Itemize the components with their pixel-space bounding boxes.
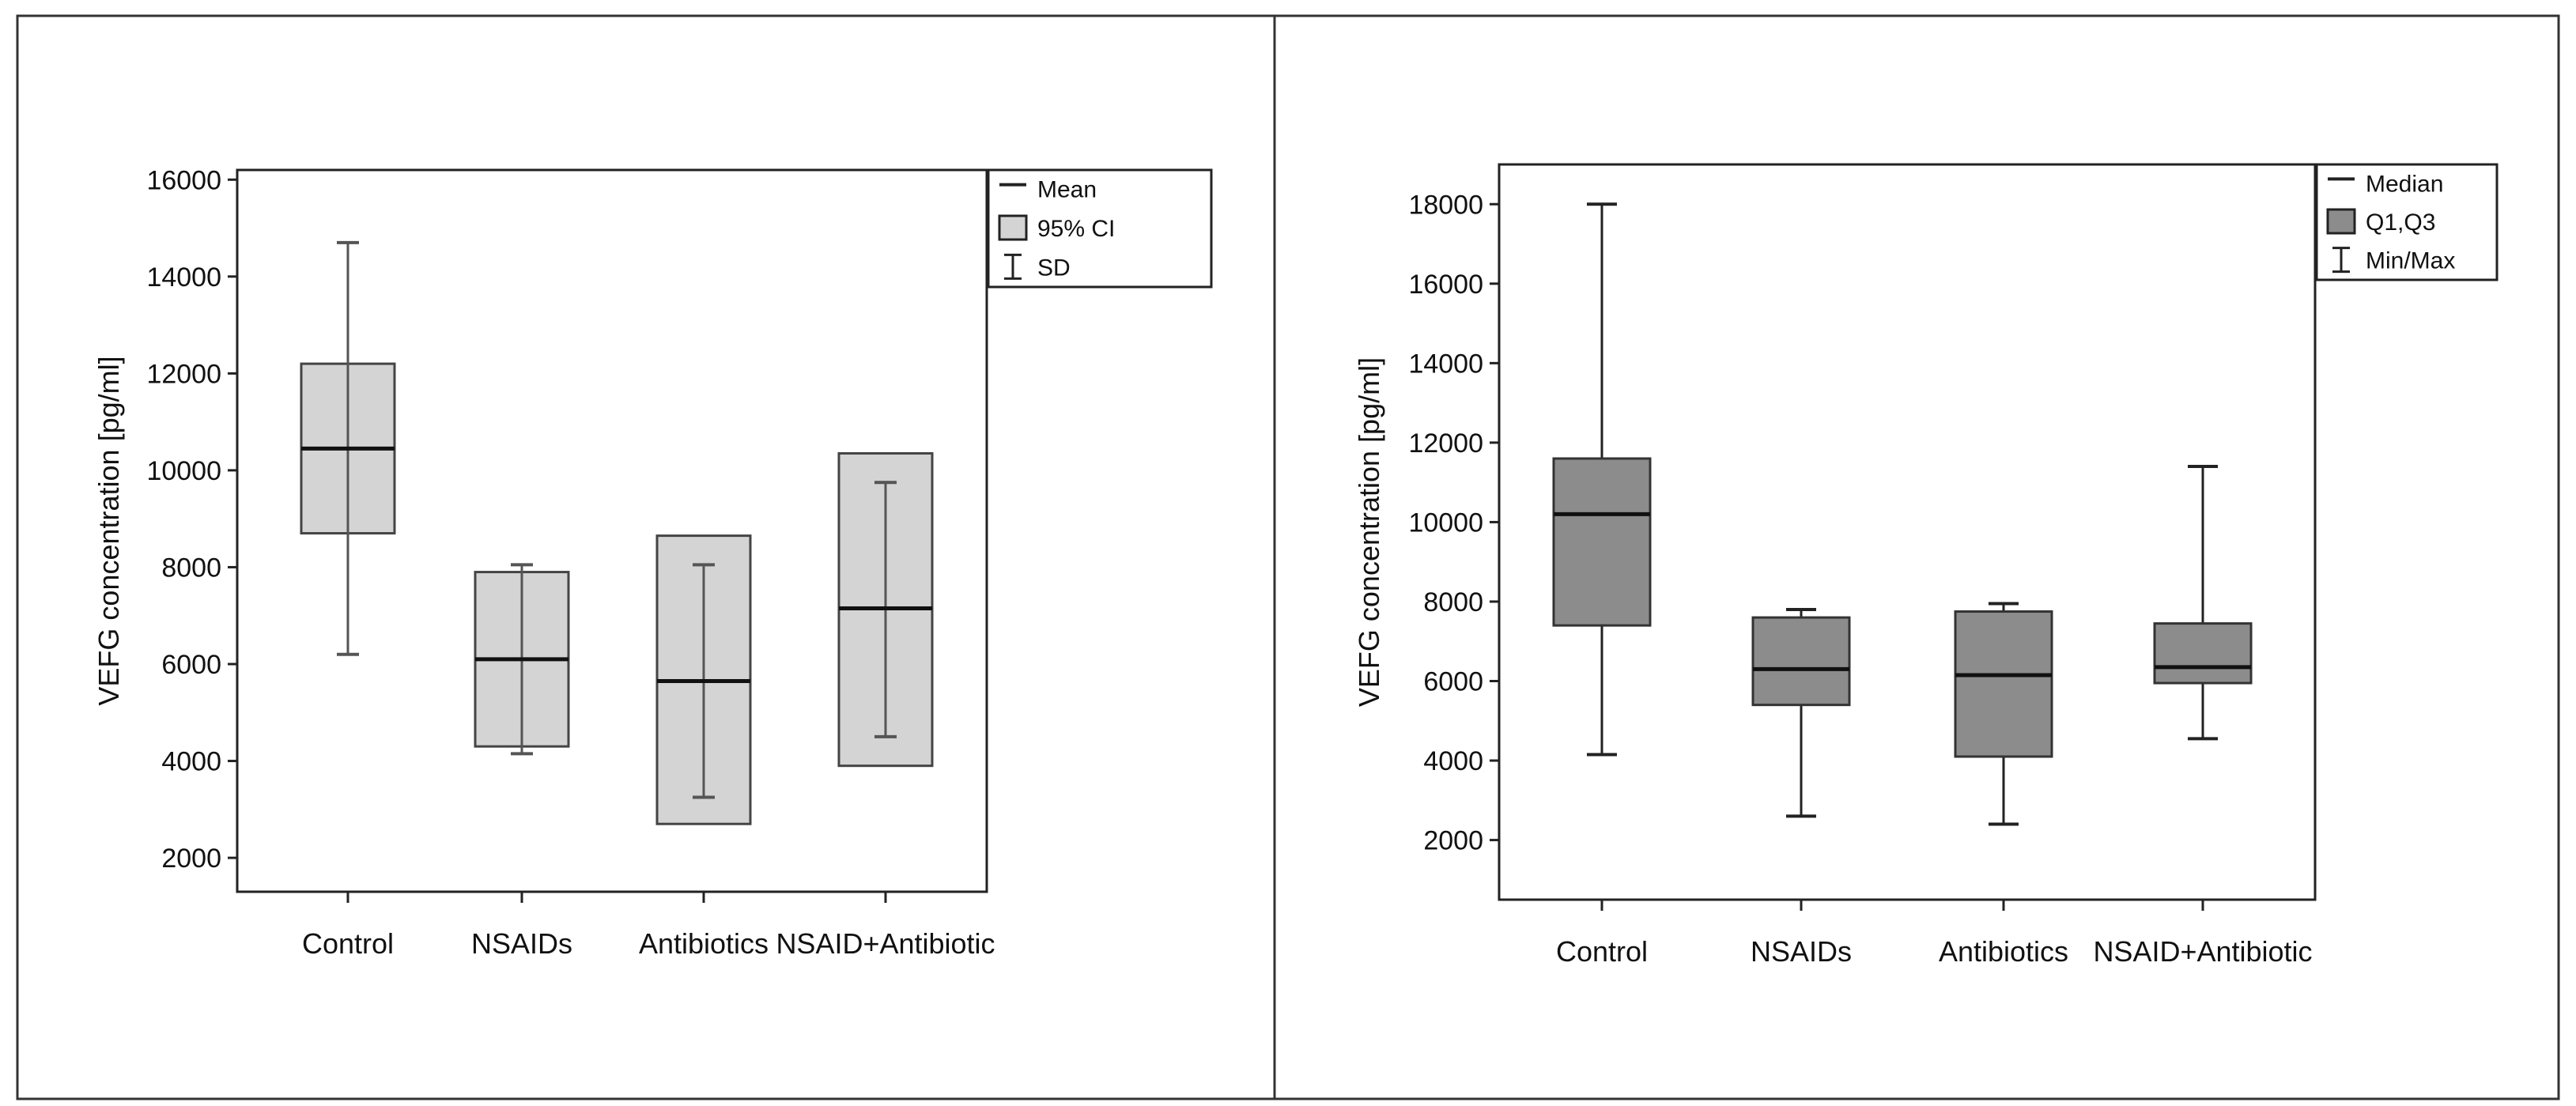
y-tick-label: 6000 (1423, 667, 1483, 697)
y-tick-label: 16000 (1408, 270, 1483, 300)
x-tick-label: NSAID+Antibiotic (2093, 935, 2312, 968)
quartile-box (1751, 616, 1851, 707)
x-tick-label: Antibiotics (639, 927, 769, 960)
legend: Median Q1,Q3 Min/Max (2315, 163, 2499, 281)
box-control (300, 240, 396, 656)
y-tick-label: 8000 (161, 553, 221, 583)
box-antibiotics (1954, 602, 2053, 826)
y-tick-label: 6000 (161, 650, 221, 680)
chart-left: 2000 4000 6000 8000 10000 12000 14000 16000 VEFG… (93, 165, 1213, 960)
y-tick-label: 10000 (1408, 508, 1483, 538)
y-tick-label: 4000 (161, 747, 221, 777)
x-tick-label: NSAIDs (471, 927, 572, 960)
box-nsaid-antibiotic (837, 451, 934, 768)
legend-label: Q1,Q3 (2366, 209, 2435, 236)
y-tick-label: 14000 (146, 262, 221, 293)
x-tick-label: Control (302, 927, 394, 960)
legend-frame (2315, 163, 2499, 281)
plot-area-frame (1498, 163, 2317, 901)
legend-label: SD (1037, 255, 1071, 281)
legend-label: 95% CI (1037, 216, 1115, 242)
y-axis-label: VEFG concentration [pg/ml] (93, 356, 125, 705)
box-antibiotics (655, 534, 752, 825)
y-tick-label: 18000 (1408, 190, 1483, 220)
x-tick-label: Control (1556, 935, 1648, 968)
legend: Mean 95% CI SD (987, 168, 1213, 289)
box-control (1552, 202, 1652, 757)
y-tick-label: 8000 (1423, 587, 1483, 617)
x-tick-label: Antibiotics (1939, 935, 2068, 968)
x-tick-label: NSAID+Antibiotic (776, 927, 995, 960)
box-nsaids (1751, 608, 1851, 818)
y-tick-label: 2000 (161, 844, 221, 874)
legend-box-swatch (998, 214, 1028, 241)
y-tick-label: 12000 (1408, 428, 1483, 459)
chart-right: 2000 4000 6000 8000 10000 12000 14000 16000 1800… (1353, 163, 2499, 968)
y-tick-label: 14000 (1408, 349, 1483, 379)
y-tick-label: 10000 (146, 456, 221, 486)
quartile-box (2153, 622, 2253, 685)
y-tick-label: 12000 (146, 359, 221, 389)
legend-label: Mean (1037, 177, 1097, 203)
legend-label: Min/Max (2366, 248, 2455, 274)
legend-box-swatch (2326, 208, 2356, 235)
legend-label: Median (2366, 171, 2443, 197)
y-tick-label: 16000 (146, 165, 221, 195)
box-nsaids (474, 563, 570, 756)
panel-frame-right (1273, 14, 2560, 1100)
y-tick-label: 4000 (1423, 746, 1483, 776)
quartile-box (1954, 610, 2053, 758)
y-axis-label: VEFG concentration [pg/ml] (1353, 357, 1385, 707)
y-tick-label: 2000 (1423, 826, 1483, 856)
x-tick-label: NSAIDs (1751, 935, 1852, 968)
quartile-box (1552, 457, 1652, 627)
box-nsaid-antibiotic (2153, 465, 2253, 741)
plot-area-frame (236, 168, 988, 893)
